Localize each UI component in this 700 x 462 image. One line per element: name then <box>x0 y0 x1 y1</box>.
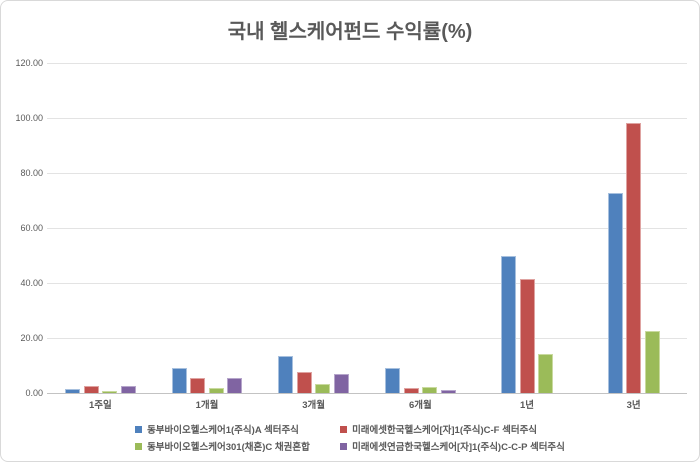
gridline <box>47 117 687 119</box>
bar-series1-category5 <box>501 255 516 393</box>
bar-series1-category3 <box>278 355 294 393</box>
legend-marker-icon <box>135 425 143 433</box>
legend-label: 동부바이오헬스케어301(채혼)C 채권혼합 <box>147 442 310 453</box>
y-axis-tick-label: 60.00 <box>20 223 43 233</box>
y-axis-tick-label: 120.00 <box>15 58 43 68</box>
bar-series2-category3 <box>296 372 312 393</box>
x-axis-label: 6개월 <box>408 400 432 411</box>
legend-marker-icon <box>135 442 143 450</box>
bar-series3-category1 <box>102 391 118 393</box>
bar-series4-category1 <box>120 385 136 393</box>
y-axis-tick-label: 40.00 <box>20 278 43 288</box>
bar-series2-category4 <box>403 388 419 393</box>
bar-series1-category6 <box>607 193 623 393</box>
bar-series1-category4 <box>385 367 401 393</box>
legend: 동부바이오헬스케어1(주식)A 섹터주식 미래에셋한국헬스케어[자]1(주식)C-… <box>1 422 699 453</box>
x-axis-label: 1주일 <box>88 400 112 411</box>
bar-series3-category4 <box>422 386 438 393</box>
legend-item-series4: 미래에셋연금한국헬스케어[자]1(주식)C-C-P 섹터주식 <box>340 439 565 453</box>
bar-series2-category1 <box>83 385 99 393</box>
gridline <box>47 337 687 339</box>
x-axis-label: 3개월 <box>302 400 326 411</box>
gridline <box>47 62 687 64</box>
bar-series3-category6 <box>644 331 660 393</box>
bar-series3-category2 <box>208 387 224 393</box>
bar-series2-category2 <box>190 377 206 393</box>
gridline <box>47 282 687 284</box>
chart-title: 국내 헬스케어펀드 수익률(%) <box>227 21 473 43</box>
y-axis-tick-label: 20.00 <box>20 333 43 343</box>
legend-label: 동부바이오헬스케어1(주식)A 섹터주식 <box>147 425 299 436</box>
x-axis-label: 1년 <box>519 400 535 411</box>
bar-series1-category1 <box>65 388 81 393</box>
bar-series3-category5 <box>538 353 553 393</box>
x-axis-label: 3년 <box>626 400 641 411</box>
bar-series2-category6 <box>626 122 642 393</box>
bar-series4-category4 <box>440 389 456 393</box>
bar-series2-category5 <box>519 279 535 393</box>
legend-item-series1: 동부바이오헬스케어1(주식)A 섹터주식 <box>135 422 340 436</box>
legend-label: 미래에셋연금한국헬스케어[자]1(주식)C-C-P 섹터주식 <box>352 442 565 453</box>
y-axis-tick-label: 0.00 <box>25 388 43 398</box>
bar-series1-category2 <box>171 368 187 393</box>
legend-item-series3: 동부바이오헬스케어301(채혼)C 채권혼합 <box>135 439 340 453</box>
gridline <box>47 172 687 174</box>
x-axis-line <box>47 392 687 394</box>
y-axis-tick-label: 80.00 <box>20 168 43 178</box>
gridline <box>47 227 687 229</box>
bar-series3-category3 <box>315 383 331 393</box>
legend-marker-icon <box>340 425 348 433</box>
bar-series4-category2 <box>227 378 243 393</box>
y-axis-tick-label: 100.00 <box>15 113 43 123</box>
legend-label: 미래에셋한국헬스케어[자]1(주식)C-F 섹터주식 <box>352 425 538 436</box>
legend-marker-icon <box>340 442 348 450</box>
bar-series4-category3 <box>333 373 349 393</box>
legend-item-series2: 미래에셋한국헬스케어[자]1(주식)C-F 섹터주식 <box>340 422 565 436</box>
x-axis-label: 1개월 <box>195 400 219 411</box>
